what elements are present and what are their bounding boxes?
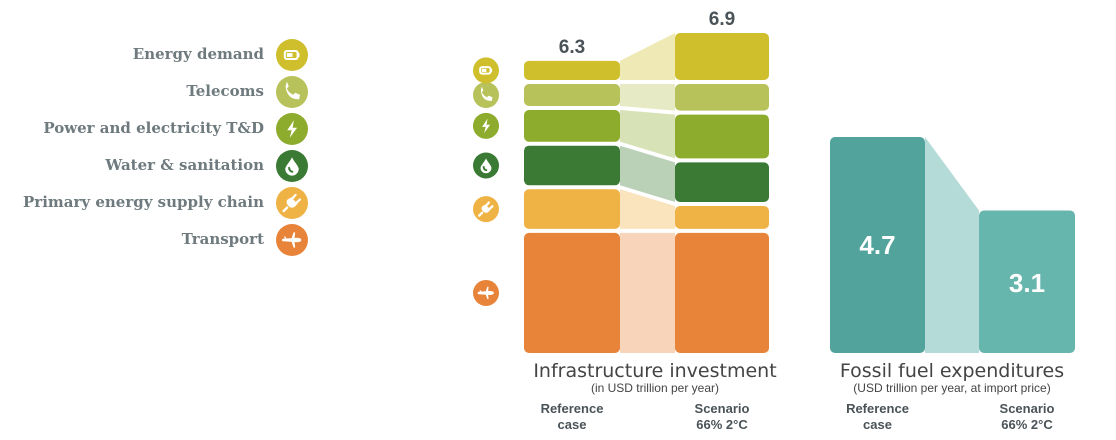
battery-icon (276, 39, 308, 71)
infra-bar-segment (675, 205, 769, 229)
legend-label: Primary energy supply chain (23, 193, 264, 211)
infra-total-label: 6.9 (709, 9, 735, 30)
phone-icon (276, 76, 308, 108)
battery-icon (473, 57, 499, 84)
airplane-icon (473, 279, 499, 306)
infra-bar-segment (675, 162, 769, 202)
infra-category-label: Scenario 66% 2°C (695, 401, 750, 432)
infra-category-label: Reference case (541, 401, 604, 432)
water-drop-icon (473, 152, 499, 179)
infra-bar-segment (524, 145, 620, 186)
legend-item: Power and electricity T&D (0, 111, 310, 148)
legend-item: Primary energy supply chain (0, 185, 310, 222)
fossil-bar (830, 137, 925, 353)
legend-item: Transport (0, 222, 310, 259)
infra-bar-segment (524, 60, 620, 81)
infra-bar-segment (675, 114, 769, 159)
infra-connector-band (620, 232, 675, 353)
fossil-connector-band (925, 137, 979, 353)
legend-label: Energy demand (132, 45, 264, 63)
fossil-fuel-expenditures-chart: 4.7 Reference case 3.1 Scenario 66% 2°C (830, 137, 1075, 432)
water-drop-icon (276, 150, 308, 182)
infrastructure-investment-chart: 6.3 6.9 Reference case Scenario 66% 2°C (473, 9, 769, 432)
fossil-subtitle: (USD trillion per year, at import price) (853, 381, 1050, 395)
infra-bar-segment (524, 189, 620, 229)
infra-connector-band (620, 109, 675, 159)
infra-connector-band (620, 84, 675, 111)
fossil-value-label: 4.7 (859, 230, 895, 260)
infra-bar-segment (524, 109, 620, 142)
fossil-value-label: 3.1 (1009, 268, 1045, 298)
infra-bar-segment (524, 84, 620, 106)
airplane-icon (276, 224, 308, 256)
legend-item: Energy demand (0, 37, 310, 74)
lightning-icon (473, 112, 499, 139)
legend-label: Power and electricity T&D (43, 119, 264, 137)
legend-label: Transport (181, 230, 264, 248)
infrastructure-title: Infrastructure investment (533, 360, 776, 382)
plug-icon (473, 196, 499, 223)
legend-label: Water & sanitation (105, 156, 264, 174)
infra-bar-segment (675, 84, 769, 111)
phone-icon (473, 82, 499, 108)
legend-item: Telecoms (0, 74, 310, 111)
legend-label: Telecoms (186, 82, 264, 100)
legend-item: Water & sanitation (0, 148, 310, 185)
fossil-title: Fossil fuel expenditures (840, 360, 1064, 382)
plug-icon (276, 187, 308, 219)
infra-bar-segment (675, 232, 769, 353)
lightning-icon (276, 113, 308, 145)
infra-total-label: 6.3 (559, 37, 585, 58)
infrastructure-subtitle: (in USD trillion per year) (591, 381, 719, 395)
fossil-bar (979, 210, 1075, 353)
fossil-category-label: Scenario 66% 2°C (1000, 401, 1055, 432)
infra-connector-band (620, 145, 675, 202)
infra-connector-band (620, 189, 675, 229)
legend: Energy demand Telecoms Power and electrici… (0, 37, 310, 259)
infra-connector-band (620, 33, 675, 81)
fossil-category-label: Reference case (846, 401, 909, 432)
infra-bar-segment (675, 33, 769, 81)
infra-bar-segment (524, 232, 620, 353)
